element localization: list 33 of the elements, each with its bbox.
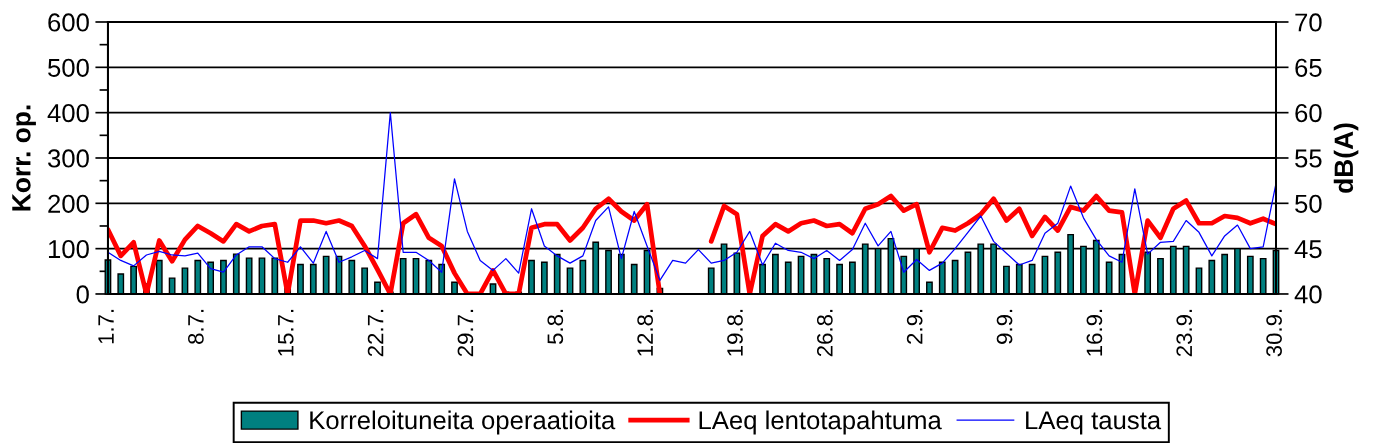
y2-tick-label: 70 — [1295, 13, 1322, 32]
y-axis-title: Korr. op. — [12, 105, 36, 211]
x-tick-label: 19.8. — [727, 309, 743, 356]
x-tick-label: 29.7. — [457, 309, 474, 357]
x-tick-label: 23.9. — [1176, 309, 1193, 357]
y-tick-label: 200 — [48, 194, 89, 213]
y2-tick-label: 65 — [1295, 58, 1322, 77]
y-tick-label: 400 — [47, 104, 89, 123]
y2-tick-label: 40 — [1294, 285, 1322, 304]
y-tick-label: 300 — [48, 149, 89, 168]
x-tick-label: 26.8. — [816, 309, 833, 357]
x-tick-label: 12.8. — [637, 309, 654, 356]
y-tick-label: 0 — [76, 285, 89, 304]
y2-axis-title: dB(A) — [1333, 123, 1359, 193]
x-tick-label: 5.8. — [547, 309, 564, 345]
x-tick-label: 16.9. — [1086, 309, 1103, 356]
x-tick-label: 30.9. — [1266, 309, 1282, 357]
y2-tick-label: 45 — [1294, 240, 1322, 259]
y2-tick-label: 60 — [1295, 104, 1322, 123]
x-tick-label: 1.7. — [98, 309, 114, 344]
y-tick-label: 600 — [48, 13, 89, 32]
legend-label: LAeq tausta — [1026, 411, 1162, 435]
x-tick-label: 22.7. — [367, 309, 384, 357]
legend-label: LAeq lentotapahtuma — [699, 410, 942, 435]
x-tick-label: 2.9. — [906, 309, 923, 344]
x-tick-label: 9.9. — [996, 309, 1013, 344]
x-tick-label: 15.7. — [278, 309, 294, 356]
y-tick-label: 500 — [48, 58, 89, 77]
y2-tick-label: 55 — [1295, 149, 1322, 168]
y-tick-label: 100 — [48, 240, 89, 259]
legend-label: Korreloituneita operaatioita — [310, 410, 616, 435]
x-tick-label: 8.7. — [188, 309, 204, 344]
y2-tick-label: 50 — [1295, 194, 1322, 213]
